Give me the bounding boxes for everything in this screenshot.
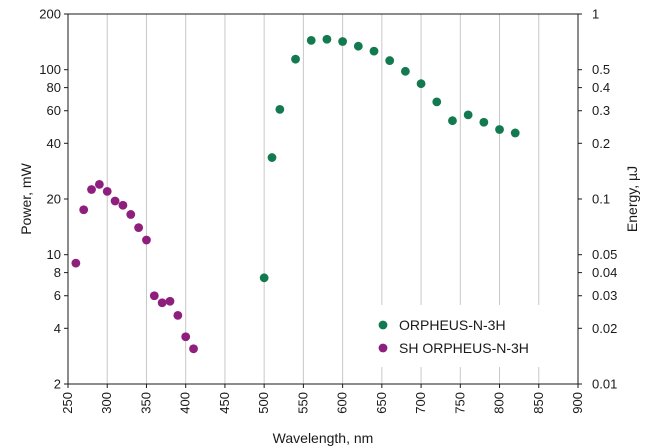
data-point — [189, 344, 198, 354]
x-tick-label: 550 — [295, 392, 310, 414]
x-tick-label: 600 — [335, 392, 350, 414]
data-point — [385, 56, 395, 65]
y2-tick-label: 0.05 — [592, 247, 617, 262]
x-tick-label: 350 — [138, 392, 153, 414]
y2-tick-label: 0.01 — [592, 377, 617, 392]
data-point — [110, 196, 120, 206]
data-point — [291, 54, 300, 64]
y-axis-title: Power, mW — [18, 162, 34, 234]
y-tick-label: 200 — [39, 7, 61, 22]
y-tick-label: 100 — [39, 62, 61, 77]
y2-tick-label: 0.1 — [592, 192, 610, 207]
x-axis-title: Wavelength, nm — [273, 430, 374, 446]
y-tick-label: 20 — [47, 192, 61, 207]
x-axis: 250 300 350 400 450 500 550 600 650 700 750 800 850 9… — [60, 384, 585, 414]
y-tick-label: 6 — [54, 288, 61, 303]
y2-tick-label: 0.02 — [592, 321, 617, 336]
data-point — [322, 34, 332, 44]
y-axis-right: 0.01 0.02 0.03 0.04 0.05 0.1 0.2 0.3 0.4 0.5 1 — [578, 7, 617, 392]
data-point — [306, 35, 316, 45]
y-tick-label: 4 — [54, 321, 61, 336]
y2-tick-label: 0.2 — [592, 136, 610, 151]
data-point — [71, 258, 81, 268]
y-tick-label: 10 — [47, 247, 61, 262]
legend: ORPHEUS-N-3H SH ORPHEUS-N-3H — [360, 305, 575, 367]
legend-marker — [378, 343, 388, 353]
y2-tick-label: 0.4 — [592, 80, 610, 95]
x-tick-label: 850 — [531, 392, 546, 414]
x-tick-label: 300 — [99, 392, 114, 414]
y-tick-label: 40 — [47, 136, 61, 151]
y2-tick-label: 0.03 — [592, 288, 617, 303]
y-axis-left: 2 4 6 8 10 20 40 60 80 100 200 — [39, 7, 68, 392]
y-tick-label: 60 — [47, 103, 61, 118]
data-point — [463, 110, 473, 120]
series-1 — [71, 179, 198, 354]
x-tick-label: 250 — [60, 392, 75, 414]
y-tick-label: 80 — [47, 80, 61, 95]
x-tick-label: 700 — [413, 392, 428, 414]
y2-tick-label: 0.04 — [592, 265, 617, 280]
x-tick-label: 750 — [452, 392, 467, 414]
x-tick-label: 450 — [217, 392, 232, 414]
data-point — [157, 298, 167, 308]
data-point — [369, 46, 379, 56]
data-point — [432, 97, 442, 107]
legend-label: ORPHEUS-N-3H — [399, 317, 506, 333]
data-point — [495, 125, 504, 134]
data-point — [173, 310, 183, 320]
data-point — [267, 153, 277, 162]
data-point — [181, 332, 191, 342]
data-point — [400, 66, 410, 76]
x-tick-label: 800 — [492, 392, 507, 414]
y2-tick-label: 1 — [592, 7, 599, 22]
data-point — [510, 128, 520, 138]
data-point — [275, 105, 285, 114]
series-0 — [259, 34, 520, 283]
y2-tick-label: 0.3 — [592, 103, 610, 118]
legend-label: SH ORPHEUS-N-3H — [399, 340, 529, 356]
data-point — [416, 79, 426, 89]
data-point — [479, 117, 489, 127]
x-tick-label: 500 — [256, 392, 271, 414]
data-point — [79, 205, 89, 215]
data-point — [149, 291, 159, 301]
x-tick-label: 650 — [374, 392, 389, 414]
data-points — [71, 34, 520, 354]
data-point — [118, 200, 128, 210]
data-point — [134, 223, 144, 233]
x-tick-label: 900 — [570, 392, 585, 414]
data-point — [165, 296, 175, 306]
data-point — [94, 179, 104, 189]
y-tick-label: 8 — [54, 265, 61, 280]
data-point — [126, 210, 136, 219]
legend-box — [360, 305, 575, 367]
y2-tick-label: 0.5 — [592, 62, 610, 77]
data-point — [87, 185, 96, 194]
x-tick-label: 400 — [178, 392, 193, 414]
data-point — [338, 37, 348, 46]
data-point — [259, 273, 269, 283]
y2-axis-title: Energy, µJ — [624, 166, 640, 232]
legend-marker — [378, 320, 388, 330]
y-tick-label: 2 — [54, 377, 61, 392]
data-point — [142, 235, 151, 245]
data-point — [102, 186, 112, 196]
data-point — [448, 116, 457, 126]
data-point — [353, 41, 363, 51]
